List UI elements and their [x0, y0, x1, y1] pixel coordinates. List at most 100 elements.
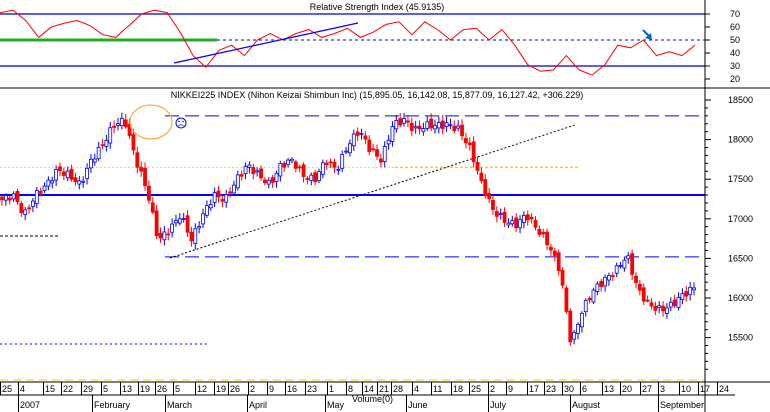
candle-up: [235, 174, 240, 189]
candle-up: [688, 286, 693, 296]
price-levels: [0, 115, 705, 381]
candle-down: [378, 158, 383, 163]
candle-down: [185, 215, 190, 233]
candle-down: [313, 172, 318, 183]
candle-down: [166, 233, 171, 236]
x-day-label: 13: [604, 384, 614, 394]
candle-down: [131, 134, 136, 151]
candle-up: [320, 162, 325, 175]
x-day-label: 1: [329, 384, 334, 394]
x-day-label: 18: [453, 384, 463, 394]
candle-up: [579, 312, 584, 328]
candle-up: [11, 193, 16, 200]
candle-up: [197, 226, 202, 229]
x-day-label: 2: [250, 384, 255, 394]
x-month-label: September: [660, 400, 704, 410]
price-tick-label: 18000: [728, 135, 753, 145]
candle-up: [386, 139, 391, 145]
x-day-label: 13: [122, 384, 132, 394]
candle-up: [77, 180, 82, 185]
candle-up: [3, 195, 8, 201]
candle-up: [692, 287, 696, 291]
candle-down: [293, 161, 298, 169]
x-day-label: 24: [719, 384, 729, 394]
rsi-y-axis: 70 60 50 40 30 20: [705, 9, 740, 84]
candle-up: [42, 185, 47, 191]
price-tick-label: 18500: [728, 95, 753, 105]
x-day-label: 6: [582, 384, 587, 394]
candle-down: [262, 179, 267, 184]
candle-down: [630, 253, 635, 275]
candle-down: [587, 298, 592, 301]
x-month-label: May: [327, 400, 345, 410]
candle-up: [603, 276, 607, 287]
candle-down: [297, 166, 302, 169]
candle-down: [645, 299, 650, 302]
candle-up: [108, 127, 113, 144]
candle-up: [174, 220, 178, 224]
candle-up: [390, 126, 395, 142]
candle-down: [487, 193, 492, 199]
candle-down: [637, 283, 642, 291]
x-axis: 25 4 15 22 29 5 13 19 26 5 12 19 26 2 9 16 23 1 8 14 21 28 4 11…: [0, 382, 729, 412]
price-tick-label: 17500: [728, 174, 753, 184]
x-day-label: 20: [622, 384, 632, 394]
x-month-label: April: [249, 400, 267, 410]
candle-down: [483, 179, 488, 197]
uptrend-line: [169, 124, 576, 259]
candle-up: [607, 275, 611, 281]
candle-down: [332, 161, 337, 168]
x-day-label: 12: [197, 384, 207, 394]
x-month-label: August: [572, 400, 601, 410]
candle-down: [398, 118, 403, 126]
x-day-label: 22: [63, 384, 73, 394]
candle-up: [680, 293, 685, 300]
candle-up: [247, 164, 252, 168]
candle-up: [595, 283, 600, 292]
candle-down: [471, 141, 476, 163]
x-day-label: 30: [564, 384, 574, 394]
candle-up: [665, 307, 669, 314]
candle-up: [359, 132, 364, 135]
candle-down: [556, 252, 561, 272]
rsi-grid: [0, 13, 705, 67]
candle-up: [317, 171, 321, 182]
candle-down: [143, 167, 147, 187]
candle-down: [491, 199, 495, 210]
rsi-tick-label: 60: [730, 22, 740, 32]
candle-down: [38, 190, 43, 194]
candle-down: [599, 281, 604, 287]
price-y-axis: 18500 18000 17500 17000 16500 16000 15500: [705, 95, 753, 370]
candle-down: [7, 197, 12, 201]
candle-up: [444, 122, 449, 127]
candle-down: [568, 310, 573, 343]
candle-up: [510, 220, 515, 225]
x-day-label: 17: [529, 384, 539, 394]
candle-up: [498, 213, 503, 215]
candle-up: [255, 170, 260, 173]
candle-down: [328, 161, 333, 164]
rsi-line: [0, 9, 696, 76]
candle-up: [96, 146, 101, 160]
candle-down: [514, 217, 519, 229]
candle-down: [440, 120, 445, 129]
x-day-label: 9: [269, 384, 274, 394]
candle-up: [583, 299, 588, 313]
x-month-label: February: [94, 400, 131, 410]
candle-up: [425, 121, 430, 129]
candle-up: [177, 218, 182, 224]
candle-down: [19, 203, 24, 214]
x-day-label: 19: [216, 384, 226, 394]
candle-down: [135, 152, 140, 168]
candle-down: [375, 149, 379, 157]
candle-down: [552, 250, 557, 256]
candle-up: [436, 122, 441, 129]
candle-up: [336, 168, 341, 171]
candle-up: [31, 200, 35, 207]
candle-down: [139, 166, 144, 172]
candle-down: [189, 231, 194, 242]
volume-label: Volume(0): [352, 394, 393, 404]
candle-down: [270, 177, 275, 183]
candle-down: [69, 168, 74, 180]
candle-down: [460, 124, 464, 137]
